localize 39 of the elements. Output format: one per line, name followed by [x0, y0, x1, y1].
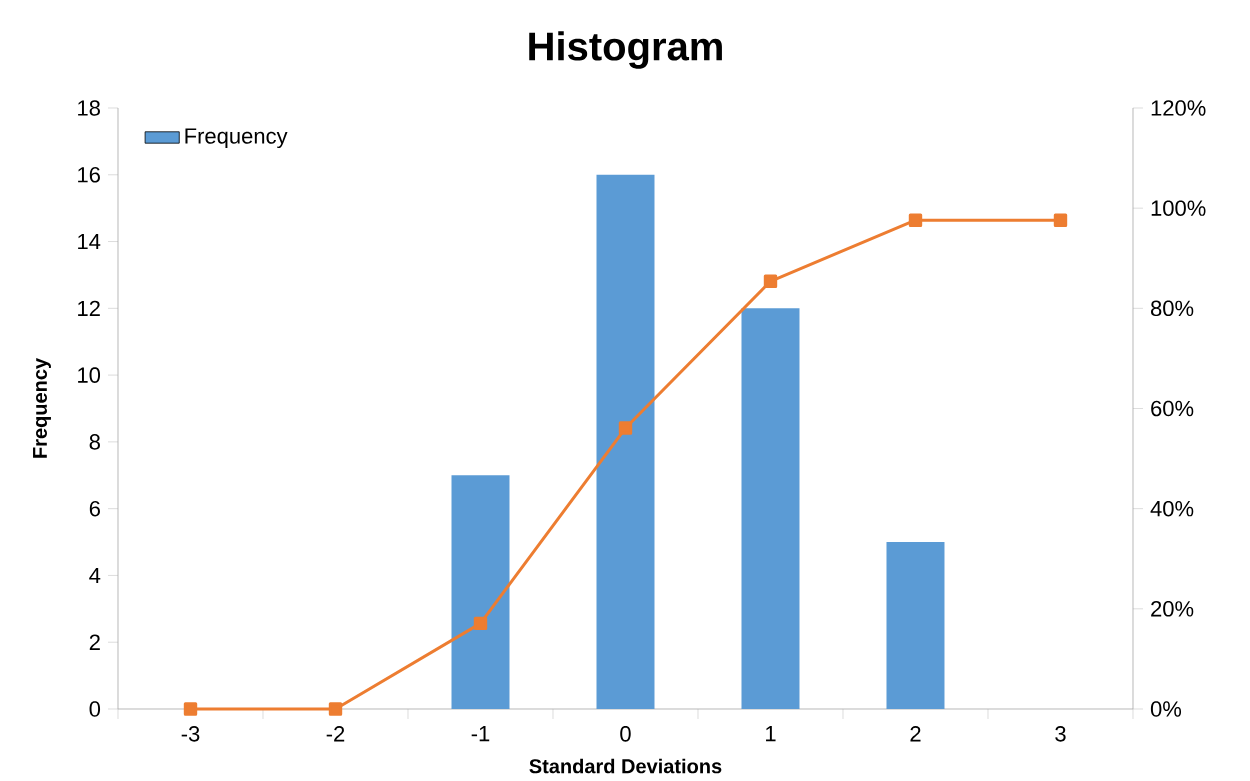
point [1053, 213, 1068, 227]
y-tick-label: 12 [78, 300, 100, 317]
point [473, 616, 488, 631]
y-tick-label: 4 [89, 567, 101, 583]
x-tick-label: 0 [620, 726, 631, 742]
bar [886, 542, 945, 709]
y2-tick-label: 40% [1150, 500, 1194, 517]
y-tick-label: 18 [78, 100, 100, 116]
point [908, 213, 923, 227]
x-tick-label: 1 [766, 726, 776, 742]
point [328, 702, 343, 716]
y-tick-label: 8 [89, 434, 100, 450]
y2-tick-label: 100% [1151, 200, 1206, 216]
y-tick-label: 16 [78, 167, 100, 183]
y2-tick-label: 20% [1151, 601, 1194, 617]
x-tick-label: 2 [910, 726, 921, 742]
y2-tick-label: 60% [1151, 400, 1194, 417]
x-tick-label: -1 [471, 726, 490, 742]
y2-tick-label: 80% [1151, 300, 1194, 317]
bar [451, 475, 510, 709]
x-axis-title: Standard Deviations [529, 758, 722, 774]
point [183, 702, 198, 716]
y-tick-label: 10 [78, 367, 101, 383]
y-tick-label: 6 [89, 500, 100, 517]
x-tick-label: 3 [1055, 726, 1066, 742]
bar [596, 174, 655, 709]
x-tick-label: -2 [326, 726, 345, 742]
x-tick-label: -3 [181, 726, 200, 742]
y-tick-label: 14 [78, 234, 101, 250]
y-axis-title: Frequency [33, 358, 51, 458]
point [763, 274, 778, 288]
y-tick-label: 2 [89, 634, 100, 650]
point [618, 421, 633, 435]
y-tick-label: 0 [89, 701, 101, 717]
y2-tick-label: 120% [1151, 100, 1206, 116]
chart-title: Histogram [529, 31, 722, 69]
legend-label: Frequency [185, 128, 288, 149]
y2-tick-label: 0% [1150, 701, 1182, 717]
bar [741, 308, 800, 709]
